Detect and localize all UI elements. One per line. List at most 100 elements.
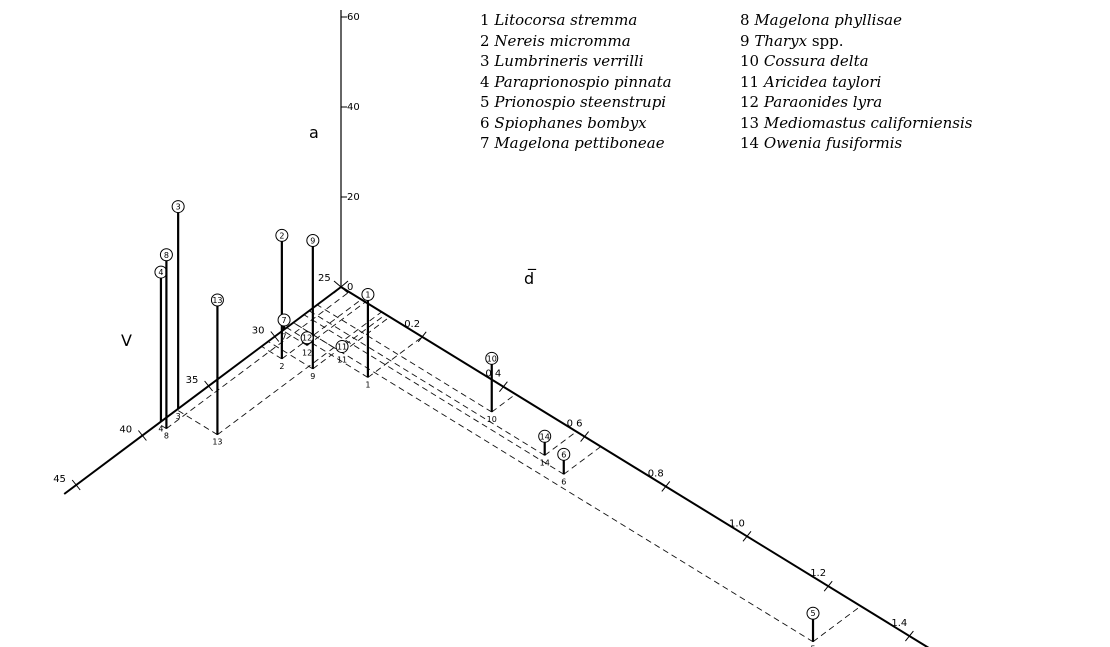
- d-axis-tick: [499, 381, 508, 393]
- d-axis-tick-label: 1.4: [891, 618, 907, 629]
- legend-species: Lumbrineris verrilli: [494, 52, 644, 70]
- stem-marker-label-6: 6: [561, 450, 566, 459]
- legend-species: Aricidea taylori: [763, 72, 882, 91]
- legend-species: Paraprionospio pinnata: [494, 72, 672, 91]
- d-axis-tick: [661, 481, 671, 492]
- stem-foot-label-6: 6: [561, 477, 566, 486]
- legend-number: 3: [480, 52, 490, 70]
- stem-foot-label-4: 4: [158, 425, 163, 434]
- stem-marker-6: [557, 447, 571, 461]
- stem-marker-label-8: 8: [164, 251, 169, 260]
- d-axis-tick-label: 0 6: [567, 419, 583, 430]
- v-axis-tick-label: 30: [252, 326, 265, 337]
- d-axis-tick: [742, 530, 752, 542]
- stem-foot-label-8: 8: [164, 432, 169, 441]
- legend-species: Owenia fusiformis: [763, 134, 903, 152]
- axis-labels: a V d̅: [121, 123, 537, 350]
- stem-marker-1: [361, 288, 375, 301]
- legend-species: Paraonides lyra: [763, 93, 883, 111]
- legend-number: 2: [480, 31, 490, 50]
- stem-foot-label-9: 9: [310, 372, 315, 381]
- legend-species: Cossura delta: [763, 52, 869, 70]
- stem-marker-label-13: 13: [212, 296, 222, 305]
- d-axis-tick-label: 0 4: [485, 369, 501, 380]
- legend-species: Litocorsa stremma: [494, 11, 638, 29]
- projection-to-v-axis: [316, 304, 492, 413]
- a-axis-tick-label: 60: [347, 12, 360, 23]
- legend-item: 11 Aricidea taylori: [740, 72, 972, 93]
- stem-foot-label-5: 5: [810, 645, 815, 647]
- stem-marker-7: [277, 313, 291, 327]
- stem-marker-label-7: 7: [282, 316, 287, 325]
- legend-number: 4: [480, 72, 490, 91]
- stem-marker-8: [159, 248, 173, 262]
- v-axis-tick-label: 45: [53, 474, 66, 485]
- legend-species-suffix: spp.: [807, 31, 844, 50]
- projection-to-d-axis: [312, 314, 386, 370]
- stem-foot-label-12: 12: [302, 349, 312, 358]
- v-axis-tick: [71, 479, 81, 491]
- legend-number: 12: [740, 93, 760, 111]
- d-axis-tick-label: 0.8: [648, 468, 664, 479]
- legend-species: Mediomastus californiensis: [763, 113, 973, 132]
- stem-marker-11: [335, 340, 349, 354]
- stem-marker-label-3: 3: [176, 203, 181, 212]
- projection-to-d-axis: [341, 316, 390, 353]
- projection-to-v-axis: [286, 327, 369, 378]
- projection-to-d-axis: [281, 299, 362, 360]
- legend-number: 6: [480, 113, 490, 132]
- legend-number: 9: [740, 31, 750, 50]
- legend-number: 10: [740, 52, 760, 70]
- legend-species: Magelona phyllisae: [754, 11, 902, 29]
- stem-foot-label-13: 13: [212, 438, 222, 447]
- d-axis-tick-label: 1.0: [729, 518, 745, 529]
- projection-to-v-axis: [303, 314, 565, 475]
- stem-foot-label-1: 1: [365, 380, 370, 389]
- stem-foot-label-7: 7: [282, 333, 287, 342]
- stem-foot-label-11: 11: [337, 356, 347, 365]
- stem-marker-label-12: 12: [302, 334, 312, 343]
- d-axis-line: [340, 286, 930, 647]
- legend-item: 4 Paraprionospio pinnata: [480, 72, 672, 93]
- d-axis-tick: [823, 580, 833, 592]
- axis-label-d: d̅: [524, 269, 537, 288]
- d-axis-tick-label: 1.2: [810, 568, 826, 579]
- legend-item: 12 Paraonides lyra: [740, 92, 972, 113]
- projection-to-d-axis: [812, 605, 861, 643]
- stem-marker-10: [485, 351, 499, 365]
- stem-foot-label-14: 14: [540, 458, 550, 467]
- stems: 11223344556677889910101111121213131414: [154, 200, 820, 647]
- projection-to-d-axis: [306, 301, 366, 346]
- projection-to-v-axis: [293, 322, 814, 643]
- v-axis-tick-label: 35: [186, 375, 199, 386]
- v-axis-tick: [204, 380, 213, 392]
- projection-to-d-axis: [563, 446, 602, 475]
- legend-species: Nereis micromma: [494, 31, 631, 50]
- stem-marker-3: [171, 200, 185, 214]
- legend-species: Tharyx: [754, 31, 808, 50]
- d-axis-tick: [905, 630, 914, 642]
- legend-item: 1 Litocorsa stremma: [480, 10, 672, 31]
- axis-label-v: V: [121, 331, 132, 350]
- stem-marker-14: [538, 429, 552, 443]
- legend-item: 9 Tharyx spp.: [740, 31, 972, 52]
- d-axis-tick-label: 0.2: [404, 319, 420, 330]
- legend-species: Magelona pettiboneae: [494, 134, 665, 152]
- projection-to-v-axis: [158, 423, 167, 429]
- legend-number: 5: [480, 93, 490, 111]
- legend-number: 7: [480, 134, 490, 152]
- legend-number: 8: [740, 11, 750, 29]
- stem-foot-label-10: 10: [487, 415, 497, 424]
- projection-to-v-axis: [282, 330, 308, 346]
- legend-species: Spiophanes bombyx: [494, 113, 647, 132]
- a-axis-tick-label: 0: [347, 282, 353, 293]
- legend-item: 6 Spiophanes bombyx: [480, 113, 672, 134]
- origin-cross: [333, 280, 349, 294]
- stem-foot-label-2: 2: [279, 362, 284, 371]
- stem-marker-12: [300, 331, 314, 345]
- stem-marker-label-14: 14: [540, 432, 550, 441]
- v-axis-line: [63, 286, 342, 495]
- axis-label-a: a: [309, 123, 319, 142]
- a-axis-tick-label: 20: [347, 192, 360, 203]
- stem-marker-label-1: 1: [365, 291, 370, 300]
